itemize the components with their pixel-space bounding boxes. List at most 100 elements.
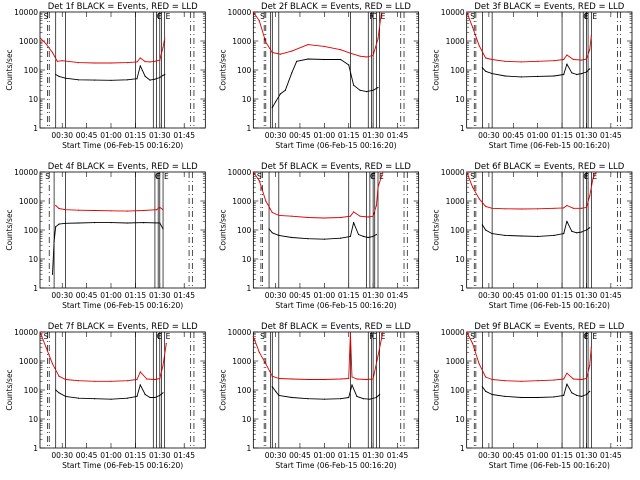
x-tick-label: 01:45	[387, 451, 409, 460]
flag-label: E	[592, 172, 597, 181]
series-point-events	[64, 222, 67, 224]
chart-title: Det 1f BLACK = Events, RED = LLD	[48, 2, 198, 12]
plot-frame	[252, 171, 420, 289]
series-point-lld	[377, 38, 379, 40]
series-line-lld	[39, 331, 167, 382]
series-point-lld	[478, 363, 480, 365]
y-axis-label: Counts/sec	[218, 369, 227, 410]
series-line-events	[52, 222, 164, 275]
series-point-events	[585, 393, 588, 396]
y-tick-label: 100	[450, 386, 465, 395]
series-point-lld	[340, 49, 342, 51]
series-point-events	[377, 86, 379, 89]
series-point-lld	[110, 210, 112, 212]
series-point-lld	[94, 209, 96, 212]
series-point-lld	[146, 378, 148, 380]
series-point-events	[504, 234, 506, 236]
series-point-lld	[372, 215, 374, 217]
series-line-events	[482, 383, 591, 398]
chart-title: Det 8f BLACK = Events, RED = LLD	[261, 322, 411, 332]
x-tick-label: 01:30	[362, 291, 384, 300]
y-tick-label: 1	[460, 444, 465, 453]
x-tick-label: 01:45	[387, 291, 409, 300]
chart-panel-6: Det 6f BLACK = Events, RED = LLD 1 10 100 10…	[432, 162, 633, 310]
series-point-lld	[382, 171, 384, 173]
series-point-events	[563, 233, 565, 235]
series-point-lld	[265, 200, 267, 202]
x-tick-label: 00:30	[51, 291, 73, 300]
series-point-lld	[77, 380, 80, 382]
flag-label: F	[369, 12, 373, 21]
series-point-lld	[252, 11, 254, 13]
series-point-lld	[566, 54, 568, 56]
plot-frame	[466, 171, 633, 289]
x-tick-label: 01:00	[527, 131, 549, 140]
y-axis-label: Counts/sec	[432, 49, 441, 90]
y-tick-label: 1	[247, 444, 252, 453]
series-point-events	[278, 234, 280, 236]
series-point-lld	[340, 378, 342, 380]
series-point-events	[375, 233, 377, 236]
series-point-events	[537, 235, 539, 237]
series-point-lld	[590, 346, 592, 348]
y-tick-label: 1000	[19, 357, 38, 366]
series-point-events	[110, 79, 112, 81]
series-point-events	[353, 222, 355, 224]
y-tick-label: 1000	[232, 357, 251, 366]
series-point-lld	[478, 44, 480, 47]
x-tick-label: 01:45	[600, 131, 622, 140]
flag-label: S	[470, 332, 475, 341]
series-point-events	[481, 224, 483, 226]
series-point-events	[162, 74, 164, 76]
y-tick-label: 10000	[227, 328, 251, 337]
x-tick-label: 01:15	[338, 291, 360, 300]
x-tick-label: 00:45	[289, 131, 311, 140]
series-point-lld	[520, 61, 523, 63]
series-point-lld	[563, 207, 565, 209]
flag-label: S	[470, 12, 475, 21]
x-tick-label: 01:30	[576, 291, 598, 300]
series-point-lld	[278, 214, 280, 216]
series-point-lld	[380, 12, 382, 14]
series-point-events	[576, 394, 578, 396]
series-point-events	[359, 89, 361, 91]
flag-label: C	[583, 332, 588, 341]
x-tick-label: 01:30	[362, 131, 384, 140]
series-point-lld	[159, 206, 161, 208]
series-point-lld	[485, 205, 487, 207]
series-point-lld	[58, 375, 60, 377]
series-point-events	[159, 76, 161, 79]
y-tick-label: 10000	[14, 8, 38, 17]
chart-panel-4: Det 4f BLACK = Events, RED = LLD 1 10 100 10…	[5, 162, 206, 310]
chart-title: Det 3f BLACK = Events, RED = LLD	[474, 2, 624, 12]
y-tick-label: 1000	[446, 197, 465, 206]
y-tick-label: 10	[28, 95, 38, 104]
series-point-events	[271, 232, 273, 234]
y-tick-label: 10	[455, 415, 465, 424]
x-tick-label: 01:45	[173, 131, 195, 140]
series-point-events	[585, 229, 588, 231]
series-point-lld	[504, 60, 506, 62]
series-point-lld	[265, 363, 267, 365]
x-axis-label: Start Time (06-Feb-15 00:16:20)	[489, 301, 610, 310]
series-point-events	[520, 235, 523, 237]
series-point-lld	[258, 180, 260, 182]
series-point-lld	[265, 41, 267, 43]
chart-panel-9: Det 9f BLACK = Events, RED = LLD 1 10 100 10…	[432, 322, 633, 470]
series-point-lld	[110, 62, 112, 64]
series-point-lld	[291, 50, 293, 52]
series-point-lld	[472, 186, 474, 188]
series-line-lld	[252, 331, 384, 380]
flag-label: S	[44, 332, 49, 341]
series-point-lld	[159, 377, 161, 380]
series-point-lld	[589, 49, 591, 51]
x-tick-label: 01:45	[600, 451, 622, 460]
x-tick-label: 01:00	[314, 131, 336, 140]
x-tick-label: 01:30	[149, 451, 171, 460]
series-point-events	[589, 68, 591, 70]
flag-label: E	[381, 332, 386, 341]
y-axis-label: Counts/sec	[218, 209, 227, 250]
series-point-lld	[375, 204, 377, 207]
series-point-events	[576, 232, 578, 234]
series-line-events	[271, 384, 380, 400]
